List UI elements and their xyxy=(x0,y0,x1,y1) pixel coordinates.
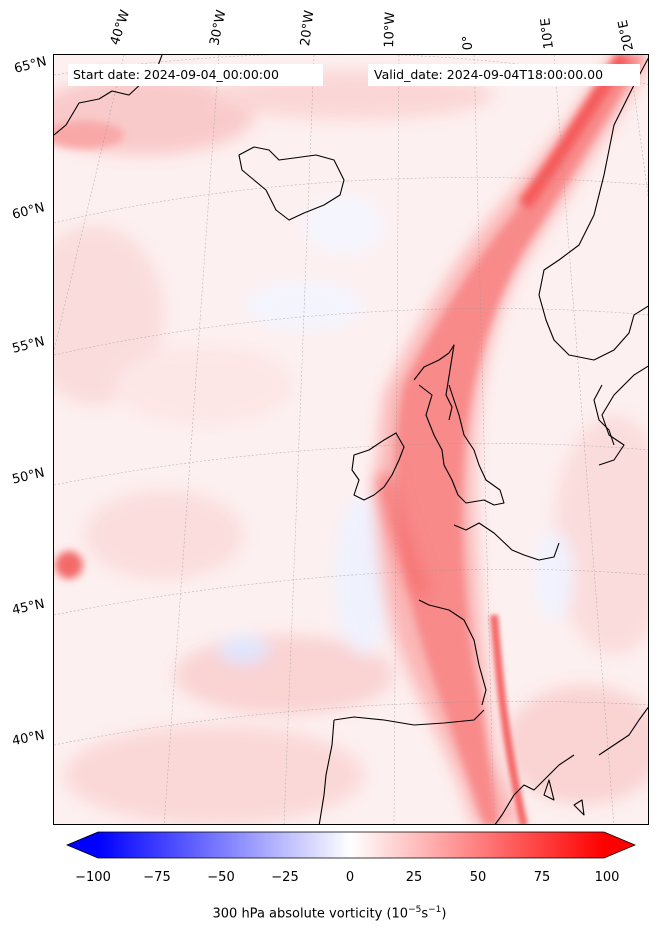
lat-label-45n: 45°N xyxy=(10,596,46,619)
jet-streak-vorticity-band xyxy=(54,55,648,824)
scotland-coast xyxy=(413,344,455,421)
iberia-coast xyxy=(318,709,485,824)
lat-label-65n: 65°N xyxy=(12,54,49,77)
lon-label-10e: 10°E xyxy=(538,16,557,50)
colorbar-tick-label: −25 xyxy=(271,870,299,885)
lon-label-10w: 10°W xyxy=(382,11,399,48)
denmark-coast xyxy=(593,384,615,446)
colorbar-label-text: 300 hPa absolute vorticity (10 xyxy=(212,906,409,922)
norway-coast xyxy=(538,57,648,361)
colorbar-gradient xyxy=(98,832,604,858)
colorbar xyxy=(65,831,637,859)
map-panel xyxy=(53,54,649,825)
colorbar-tick-label: −75 xyxy=(143,870,171,885)
iceland-coast xyxy=(238,146,345,221)
vorticity-map xyxy=(54,55,648,824)
colorbar-tick-label: −50 xyxy=(207,870,235,885)
lat-label-50n: 50°N xyxy=(10,465,47,488)
lat-label-40n: 40°N xyxy=(10,728,46,749)
colorbar-label-close: ) xyxy=(441,906,447,922)
lat-label-55n: 55°N xyxy=(10,334,47,357)
colorbar-tick-label: 0 xyxy=(345,870,355,885)
colorbar-tick-label: 50 xyxy=(469,870,487,885)
valid-date-label: Valid_date: 2024-09-04T18:00:00.00 xyxy=(368,64,640,86)
colorbar-high-extension xyxy=(604,832,635,858)
lon-label-20w: 20°W xyxy=(298,9,318,48)
colorbar-label: 300 hPa absolute vorticity (10−5s−1) xyxy=(0,905,659,921)
france-benelux-coast xyxy=(453,522,560,561)
coastlines xyxy=(54,55,648,824)
lat-label-60n: 60°N xyxy=(10,200,47,223)
colorbar-tick-label: 75 xyxy=(533,870,551,885)
corsica-sardinia-coast xyxy=(543,779,585,816)
colorbar-label-exp1: −5 xyxy=(408,905,422,915)
colorbar-label-mid: s xyxy=(421,906,429,922)
lon-label-0: 0° xyxy=(460,35,476,51)
colorbar-low-extension xyxy=(67,832,98,858)
lon-label-30w: 30°W xyxy=(207,8,230,47)
lon-label-40w: 40°W xyxy=(107,8,134,47)
colorbar-tick-label: 25 xyxy=(405,870,423,885)
great-britain-coast xyxy=(418,384,505,506)
start-date-label: Start date: 2024-09-04_00:00:00 xyxy=(68,64,323,86)
sweden-baltic-coast xyxy=(598,365,648,466)
ireland-coast xyxy=(351,432,405,501)
biscay-coast xyxy=(418,599,487,706)
colorbar-outline xyxy=(65,831,637,859)
mediterranean-coast xyxy=(494,706,648,824)
colorbar-label-exp2: −1 xyxy=(428,905,442,915)
colorbar-tick-label: 100 xyxy=(594,870,620,885)
colorbar-tick-label: −100 xyxy=(75,870,111,885)
lon-label-20e: 20°E xyxy=(615,18,637,53)
